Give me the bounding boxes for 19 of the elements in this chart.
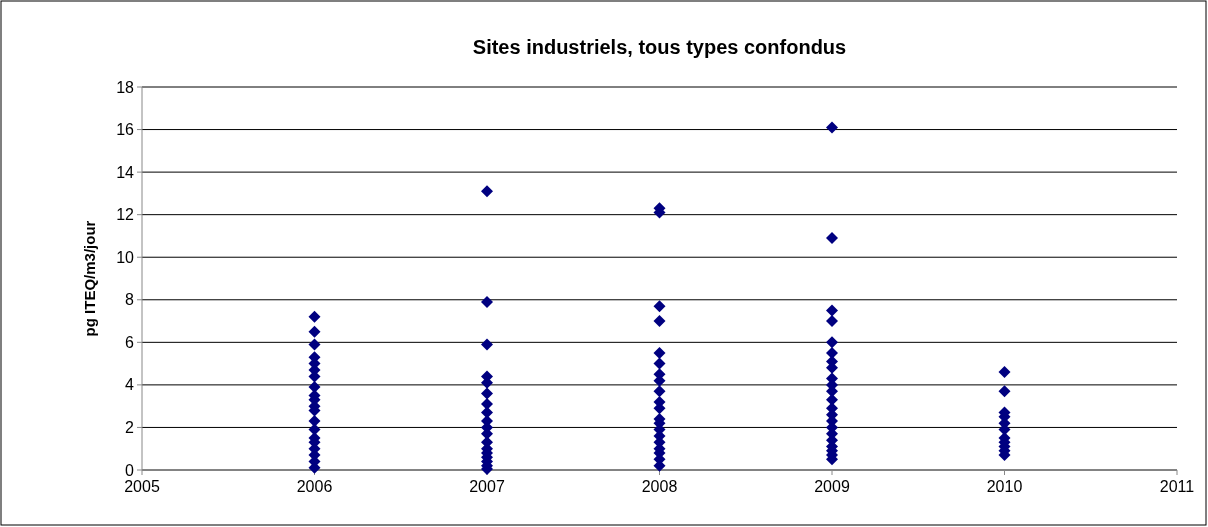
y-tick-label: 8 bbox=[125, 291, 135, 309]
x-tick-label: 2006 bbox=[296, 478, 333, 495]
x-tick-label: 2007 bbox=[469, 478, 505, 495]
y-tick-label: 4 bbox=[125, 376, 135, 394]
y-tick-label: 0 bbox=[125, 461, 135, 479]
y-tick-label: 16 bbox=[116, 121, 135, 139]
y-tick-label: 6 bbox=[125, 333, 135, 351]
y-tick-label: 18 bbox=[116, 78, 135, 96]
chart-title: Sites industriels, tous types confondus bbox=[472, 36, 847, 58]
x-tick-label: 2008 bbox=[641, 478, 678, 495]
y-axis-title: pg ITEQ/m3/jour bbox=[81, 220, 98, 337]
x-tick-label: 2010 bbox=[986, 478, 1023, 495]
y-tick-label: 2 bbox=[125, 419, 135, 437]
x-tick-label: 2009 bbox=[814, 478, 850, 495]
y-tick-label: 12 bbox=[116, 206, 135, 224]
x-tick-label: 2011 bbox=[1159, 478, 1195, 495]
y-tick-label: 10 bbox=[116, 248, 135, 266]
y-tick-label: 14 bbox=[116, 163, 135, 181]
x-tick-label: 2005 bbox=[124, 478, 160, 495]
